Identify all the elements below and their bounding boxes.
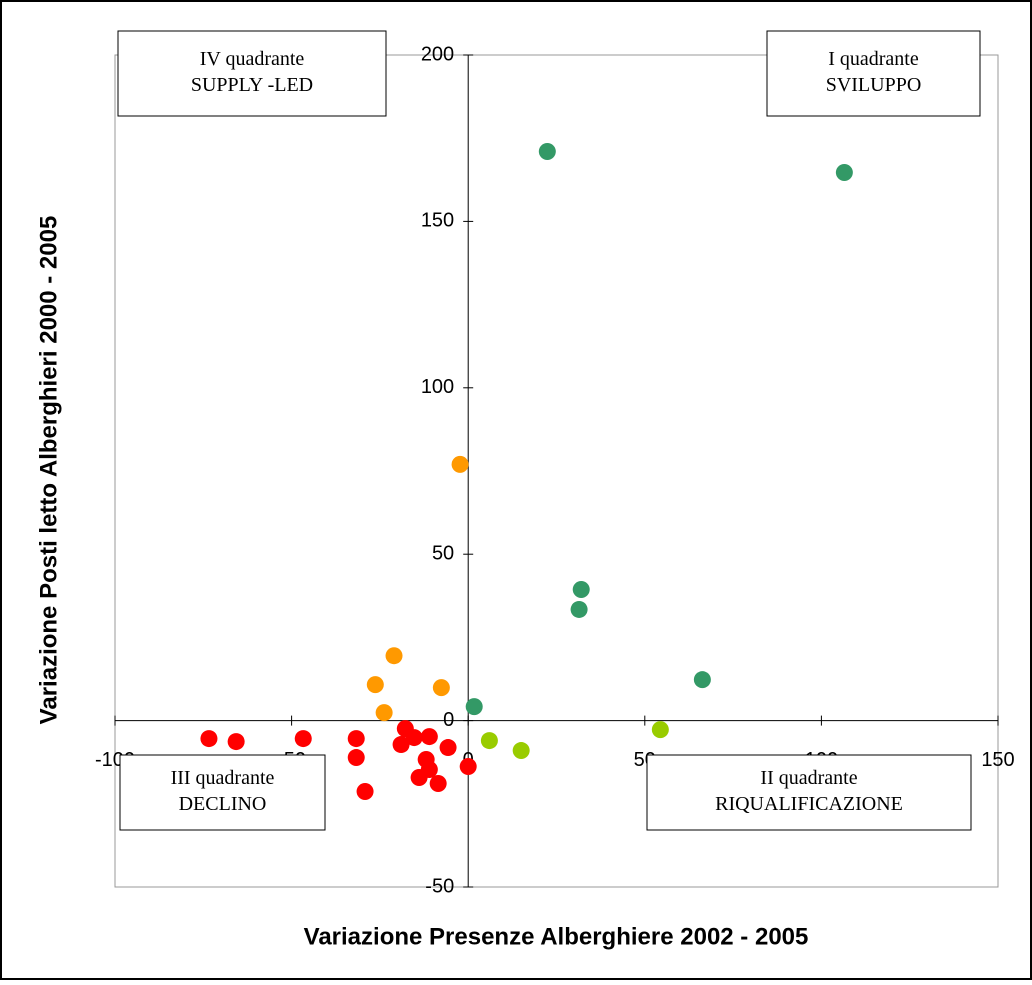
quadrant-box [646, 754, 972, 831]
point [375, 704, 393, 722]
point [347, 730, 365, 748]
point [538, 143, 556, 161]
point [459, 758, 477, 776]
quadrant-label: SUPPLY -LED [191, 74, 313, 96]
quadrant-box [766, 30, 981, 117]
quadrant-label: IV quadrante [200, 48, 305, 70]
point [651, 721, 669, 739]
point [432, 679, 450, 697]
point [439, 739, 457, 757]
point [512, 742, 530, 760]
quadrant-label: III quadrante [171, 767, 275, 789]
quadrant-box [119, 754, 326, 831]
quadrant-label: RIQUALIFICAZIONE [715, 793, 903, 815]
point [835, 163, 853, 181]
point [451, 455, 469, 473]
point [570, 600, 588, 618]
point [405, 729, 423, 747]
point [294, 730, 312, 748]
point [465, 698, 483, 716]
y-axis-title: Variazione Posti letto Alberghieri 2000 … [35, 216, 62, 725]
point [385, 647, 403, 665]
y-tick-label: 0 [443, 709, 454, 731]
point [480, 732, 498, 750]
quadrant-label: DECLINO [179, 793, 267, 815]
quadrant-label: SVILUPPO [826, 74, 922, 96]
quadrant-label: I quadrante [828, 48, 919, 70]
x-axis-title: Variazione Presenze Alberghiere 2002 - 2… [304, 923, 809, 950]
point [410, 769, 428, 787]
y-tick-label: 100 [421, 376, 454, 398]
point [392, 736, 410, 754]
y-tick-label: 150 [421, 210, 454, 232]
quadrant-label: II quadrante [760, 767, 857, 789]
plot-area [114, 54, 999, 888]
point [200, 730, 218, 748]
y-tick-label: 50 [432, 542, 454, 564]
y-tick-label: 200 [421, 43, 454, 65]
point [429, 774, 447, 792]
x-tick-label: 150 [981, 749, 1014, 771]
point [366, 676, 384, 694]
y-tick-label: -50 [425, 875, 454, 897]
point [356, 782, 374, 800]
quadrant-box [117, 30, 387, 117]
point [227, 733, 245, 751]
point [347, 749, 365, 767]
point [693, 671, 711, 689]
point [420, 728, 438, 746]
point [572, 580, 590, 598]
